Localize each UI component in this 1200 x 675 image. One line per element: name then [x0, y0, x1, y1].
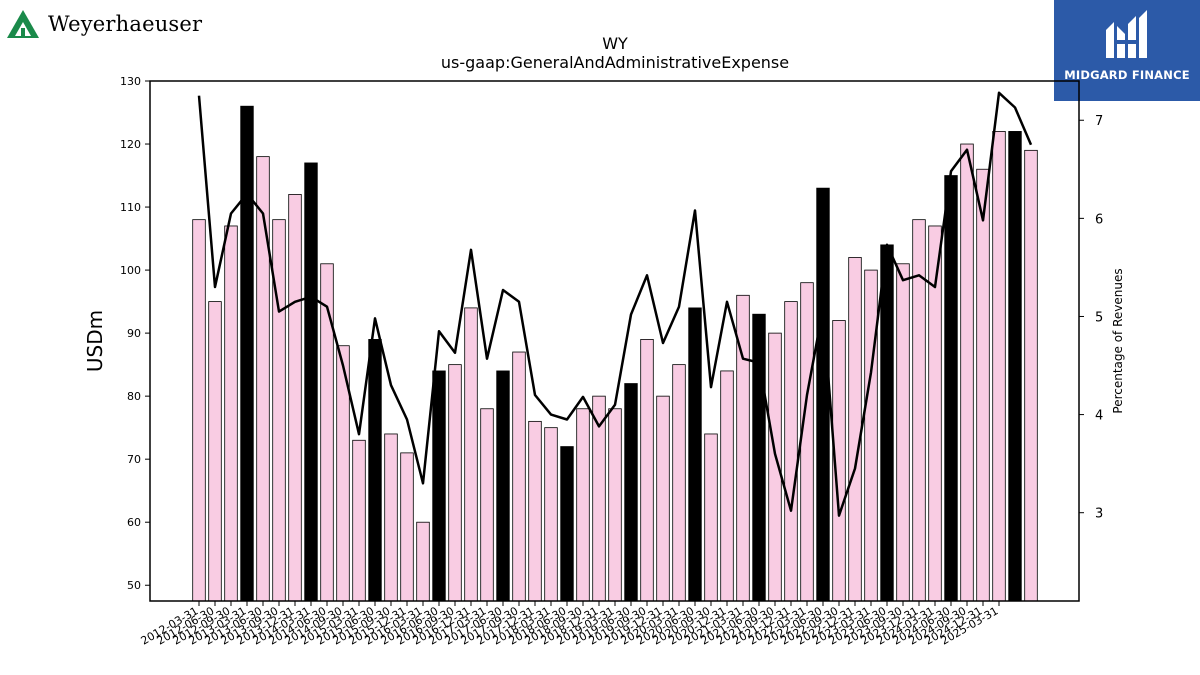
bar: [720, 370, 734, 602]
bar: [368, 339, 382, 602]
y2-tick-label: 5: [1095, 310, 1103, 325]
y-tick-label: 60: [127, 516, 141, 529]
y2-tick-label: 6: [1095, 212, 1103, 227]
bar: [848, 257, 862, 602]
bar: [544, 427, 558, 602]
bar: [944, 175, 958, 602]
bar: [240, 105, 254, 602]
company-name: Weyerhaeuser: [48, 12, 203, 36]
bar: [608, 408, 622, 602]
chart-title: WY: [602, 34, 628, 53]
bar: [816, 187, 830, 602]
y-tick-label: 120: [120, 138, 141, 151]
y-tick-label: 100: [120, 264, 141, 277]
y-tick-label: 80: [127, 390, 141, 403]
bar: [1008, 131, 1022, 602]
bar: [752, 313, 766, 602]
bar: [560, 446, 574, 602]
midgard-logo-icon: [1106, 10, 1147, 58]
bar: [224, 225, 238, 602]
bar: [464, 307, 478, 602]
bar: [448, 364, 462, 602]
company-logo: Weyerhaeuser: [6, 6, 202, 42]
bar: [880, 244, 894, 602]
bar: [656, 395, 670, 602]
bar: [576, 408, 590, 602]
bar: [304, 162, 318, 602]
bar: [976, 168, 990, 602]
bar: [416, 521, 430, 602]
bar: [800, 282, 814, 602]
bar: [640, 339, 654, 602]
y2-axis-label: Percentage of Revenues: [1111, 268, 1125, 413]
bar: [480, 408, 494, 602]
y2-tick-label: 7: [1095, 114, 1103, 129]
bar: [960, 143, 974, 602]
y-axis-label: USDm: [83, 310, 107, 372]
bar: [384, 433, 398, 602]
y-tick-label: 70: [127, 453, 141, 466]
bar: [528, 420, 542, 602]
bar: [352, 439, 366, 602]
bar: [208, 301, 222, 602]
bar: [1024, 149, 1038, 602]
bar: [672, 364, 686, 602]
y-tick-label: 110: [120, 201, 141, 214]
line-series: [197, 91, 1033, 517]
bar: [192, 219, 206, 602]
bar: [704, 433, 718, 602]
bar: [992, 131, 1006, 602]
y2-tick-label: 3: [1095, 507, 1103, 522]
bar: [688, 307, 702, 602]
y-tick-label: 130: [120, 75, 141, 88]
bar: [400, 452, 414, 602]
y-tick-label: 50: [127, 579, 141, 592]
bar: [784, 301, 798, 602]
bar: [432, 370, 446, 602]
y2-tick-label: 4: [1095, 409, 1103, 424]
bar: [320, 263, 334, 602]
bar-series: [192, 105, 1038, 602]
bar: [256, 156, 270, 602]
bar: [288, 194, 302, 602]
chart-subtitle: us-gaap:GeneralAndAdministrativeExpense: [441, 53, 789, 72]
bar: [624, 383, 638, 602]
axes: 5060708090100110120130345672012-03-31201…: [120, 75, 1103, 648]
percentage-line: [197, 91, 1033, 517]
bar: [496, 370, 510, 602]
bar: [896, 263, 910, 602]
bar: [512, 351, 526, 602]
y-tick-label: 90: [127, 327, 141, 340]
bar: [864, 269, 878, 602]
publisher-name: MIDGARD FINANCE: [1064, 68, 1190, 82]
tree-logo-icon: [7, 10, 39, 38]
